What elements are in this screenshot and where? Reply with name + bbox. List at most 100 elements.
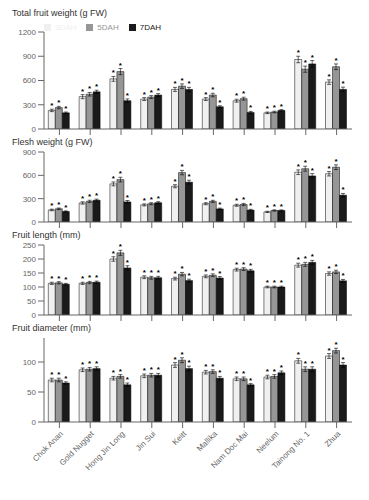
- svg-text:*: *: [57, 200, 61, 209]
- svg-text:*: *: [235, 260, 239, 269]
- svg-text:*: *: [280, 102, 284, 111]
- svg-text:Tainong No. 1: Tainong No. 1: [270, 429, 312, 471]
- svg-text:*: *: [327, 346, 331, 355]
- svg-text:*: *: [81, 194, 85, 203]
- svg-text:*: *: [187, 358, 191, 367]
- svg-text:*: *: [180, 350, 184, 359]
- svg-text:*: *: [204, 195, 208, 204]
- svg-text:*: *: [187, 79, 191, 88]
- svg-text:Jin Sui: Jin Sui: [134, 429, 158, 453]
- svg-text:*: *: [157, 86, 161, 95]
- svg-text:*: *: [211, 85, 215, 94]
- svg-text:*: *: [334, 157, 338, 166]
- svg-text:200: 200: [23, 255, 37, 264]
- svg-text:*: *: [119, 242, 123, 251]
- svg-text:*: *: [187, 172, 191, 181]
- svg-text:*: *: [180, 162, 184, 171]
- svg-text:*: *: [173, 79, 177, 88]
- svg-text:*: *: [64, 275, 68, 284]
- svg-text:*: *: [266, 278, 270, 287]
- svg-text:*: *: [112, 68, 116, 77]
- svg-text:*: *: [173, 177, 177, 186]
- svg-text:*: *: [150, 88, 154, 97]
- svg-text:*: *: [235, 196, 239, 205]
- svg-text:*: *: [143, 268, 147, 277]
- svg-text:*: *: [50, 101, 54, 110]
- svg-text:*: *: [88, 273, 92, 282]
- svg-text:*: *: [242, 260, 246, 269]
- svg-text:*: *: [242, 369, 246, 378]
- svg-text:*: *: [187, 271, 191, 280]
- svg-text:*: *: [341, 185, 345, 194]
- svg-text:*: *: [119, 61, 123, 70]
- svg-text:Hong Jin Long: Hong Jin Long: [84, 429, 127, 472]
- svg-text:*: *: [81, 360, 85, 369]
- svg-text:*: *: [341, 271, 345, 280]
- svg-text:*: *: [204, 362, 208, 371]
- svg-text:*: *: [143, 90, 147, 99]
- svg-text:0: 0: [32, 218, 37, 227]
- svg-text:*: *: [297, 48, 301, 57]
- svg-text:*: *: [266, 203, 270, 212]
- svg-text:*: *: [235, 369, 239, 378]
- svg-text:*: *: [341, 79, 345, 88]
- svg-text:*: *: [242, 89, 246, 98]
- svg-text:*: *: [126, 193, 130, 202]
- svg-text:*: *: [180, 264, 184, 273]
- svg-text:*: *: [311, 359, 315, 368]
- svg-text:Nam Doc Mai: Nam Doc Mai: [209, 429, 250, 470]
- svg-text:*: *: [50, 274, 54, 283]
- svg-text:300: 300: [23, 101, 37, 110]
- svg-text:*: *: [119, 367, 123, 376]
- svg-text:*: *: [249, 201, 253, 210]
- svg-text:*: *: [297, 350, 301, 359]
- svg-text:*: *: [57, 370, 61, 379]
- svg-text:*: *: [57, 98, 61, 107]
- svg-text:*: *: [249, 261, 253, 270]
- svg-text:*: *: [95, 359, 99, 368]
- svg-text:1200: 1200: [18, 28, 36, 37]
- svg-text:*: *: [88, 84, 92, 93]
- svg-text:*: *: [150, 195, 154, 204]
- svg-text:*: *: [311, 166, 315, 175]
- svg-text:*: *: [157, 365, 161, 374]
- svg-text:250: 250: [23, 241, 37, 250]
- svg-text:Neelum: Neelum: [255, 429, 281, 455]
- svg-text:100: 100: [23, 283, 37, 292]
- svg-text:*: *: [273, 278, 277, 287]
- svg-text:*: *: [157, 194, 161, 203]
- svg-text:50: 50: [27, 388, 36, 397]
- svg-text:Mallika: Mallika: [195, 429, 219, 453]
- svg-text:*: *: [180, 76, 184, 85]
- svg-text:*: *: [280, 363, 284, 372]
- svg-text:*: *: [280, 278, 284, 287]
- svg-text:*: *: [95, 82, 99, 91]
- svg-text:*: *: [266, 104, 270, 113]
- svg-text:*: *: [311, 252, 315, 261]
- svg-text:*: *: [218, 269, 222, 278]
- svg-text:*: *: [218, 368, 222, 377]
- svg-text:*: *: [173, 355, 177, 364]
- svg-text:*: *: [304, 158, 308, 167]
- svg-text:*: *: [119, 169, 123, 178]
- svg-text:*: *: [50, 370, 54, 379]
- svg-text:*: *: [88, 192, 92, 201]
- svg-text:*: *: [235, 91, 239, 100]
- svg-text:*: *: [327, 164, 331, 173]
- svg-text:900: 900: [23, 148, 37, 157]
- svg-text:0: 0: [32, 418, 37, 427]
- svg-text:*: *: [50, 201, 54, 210]
- svg-text:*: *: [126, 375, 130, 384]
- svg-text:*: *: [311, 53, 315, 62]
- svg-text:*: *: [150, 365, 154, 374]
- svg-text:*: *: [126, 258, 130, 267]
- svg-text:*: *: [273, 103, 277, 112]
- svg-text:100: 100: [23, 358, 37, 367]
- svg-text:Keitt: Keitt: [171, 429, 189, 447]
- svg-text:*: *: [304, 359, 308, 368]
- svg-text:*: *: [204, 267, 208, 276]
- svg-text:*: *: [273, 202, 277, 211]
- svg-text:600: 600: [23, 76, 37, 85]
- svg-text:*: *: [81, 87, 85, 96]
- svg-text:*: *: [95, 273, 99, 282]
